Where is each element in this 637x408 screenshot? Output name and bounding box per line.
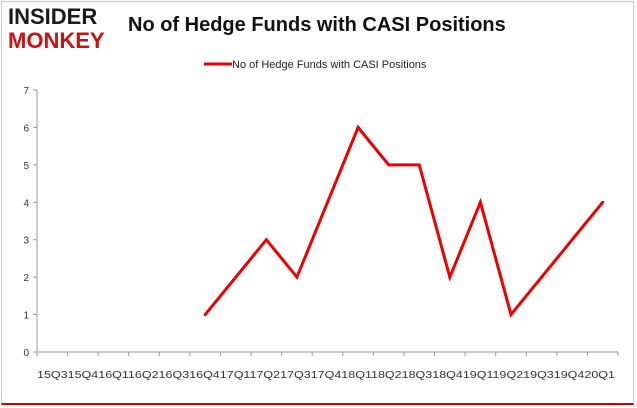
y-tick-label: 2: [23, 273, 29, 284]
legend-label: No of Hedge Funds with CASI Positions: [232, 59, 427, 71]
data-point: [570, 238, 574, 242]
y-tick-label: 6: [23, 123, 29, 134]
data-point: [448, 275, 452, 279]
data-point: [417, 163, 421, 167]
data-point: [601, 200, 605, 204]
data-point: [264, 238, 268, 242]
legend: No of Hedge Funds with CASI Positions: [204, 59, 427, 71]
series-line: [204, 124, 604, 318]
chart-title: No of Hedge Funds with CASI Positions: [128, 14, 506, 36]
logo-line-1: INSIDER: [8, 4, 98, 29]
series-group: [203, 124, 605, 318]
data-point: [478, 200, 482, 204]
y-tick-label: 1: [23, 311, 29, 322]
data-point: [356, 125, 360, 129]
y-tick-label: 0: [23, 348, 29, 359]
data-point: [326, 200, 329, 204]
y-tick-label: 4: [23, 198, 29, 209]
data-point: [203, 313, 207, 317]
data-point: [387, 163, 391, 167]
logo-line-2: MONKEY: [8, 28, 105, 53]
axes: [33, 89, 619, 356]
y-tick-labels: 0 1 2 3 4 5 6 7: [23, 86, 29, 359]
insider-monkey-logo: INSIDER MONKEY: [8, 6, 120, 54]
y-tick-label: 7: [23, 86, 29, 97]
data-point: [295, 275, 299, 279]
data-point: [540, 275, 544, 279]
data-point: [234, 275, 238, 279]
y-tick-label: 3: [23, 236, 29, 247]
y-tick-label: 5: [23, 161, 29, 172]
data-point: [509, 313, 513, 317]
x-tick-labels: 15Q315Q416Q116Q216Q316Q417Q117Q217Q317Q4…: [37, 370, 616, 381]
